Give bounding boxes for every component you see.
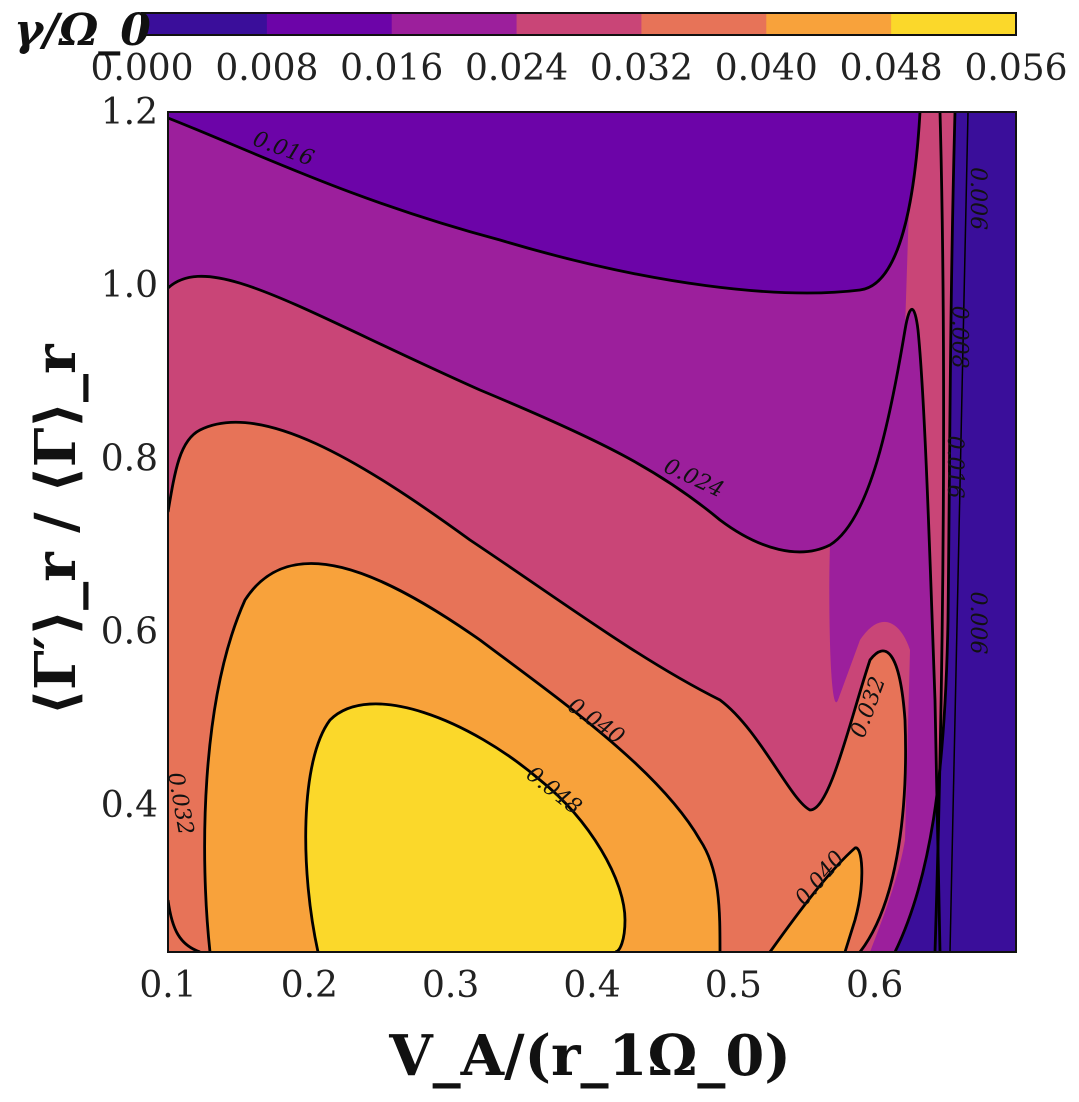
contour-lines	[168, 112, 969, 952]
region-0.008-0.016-top	[168, 112, 920, 293]
contour-label: 0.006	[965, 167, 990, 230]
x-tick-label: 0.2	[281, 965, 338, 1006]
contour-label: 0.016	[942, 436, 967, 499]
region-0.048-0.056	[305, 703, 625, 952]
colorbar-tick-label: 0.040	[715, 48, 818, 89]
colorbar-segment	[391, 13, 518, 35]
colorbar-tick-label: 0.008	[215, 48, 318, 89]
colorbar-tick-label: 0.032	[590, 48, 693, 89]
colorbar-segment	[142, 13, 268, 35]
colorbar-tick-label: 0.016	[340, 48, 443, 89]
colorbar-tick-label: 0.056	[964, 48, 1067, 89]
colorbar-tick-label: 0.000	[90, 48, 193, 89]
x-tick-label: 0.6	[846, 965, 903, 1006]
region-0.040-0.048-small	[770, 847, 862, 952]
x-tick-label: 0.3	[422, 965, 479, 1006]
colorbar-segment	[766, 13, 892, 35]
x-tick-label: 0.4	[563, 965, 620, 1006]
y-tick-label: 0.6	[101, 612, 158, 653]
y-tick-label: 0.4	[101, 785, 158, 826]
region-0.000-0.008	[895, 112, 1016, 952]
y-tick-label: 1.2	[101, 92, 158, 133]
colorbar-tick-label: 0.048	[840, 48, 943, 89]
x-tick-label: 0.1	[139, 965, 196, 1006]
y-axis: 0.4 0.6 0.8 1.0 1.2	[101, 92, 158, 826]
colorbar-segment	[891, 13, 1017, 35]
colorbar-label: γ/Ω_0	[14, 5, 151, 56]
y-axis-title: ⟨Γ′⟩_r / ⟨Γ⟩_r	[23, 343, 89, 716]
y-tick-label: 1.0	[101, 265, 158, 306]
contour-label: 0.008	[946, 306, 971, 369]
colorbar: 0.000 0.008 0.016 0.024 0.032 0.040 0.048 0.056…	[14, 5, 1068, 89]
colorbar-segment	[266, 13, 393, 35]
region-0.016-0.024-spike	[829, 309, 940, 952]
y-tick-label: 0.8	[101, 438, 158, 479]
colorbar-segment	[641, 13, 767, 35]
x-tick-label: 0.5	[705, 965, 762, 1006]
colorbar-tick-label: 0.024	[465, 48, 568, 89]
x-axis: 0.1 0.2 0.3 0.4 0.5 0.6	[139, 965, 903, 1006]
x-axis-title: V_A/(r_1Ω_0)	[388, 1023, 791, 1089]
colorbar-segment	[516, 13, 642, 35]
plot-area: 0.0160.0240.0400.0480.0320.0400.0320.006…	[168, 112, 1016, 952]
contour-label: 0.006	[965, 591, 990, 654]
